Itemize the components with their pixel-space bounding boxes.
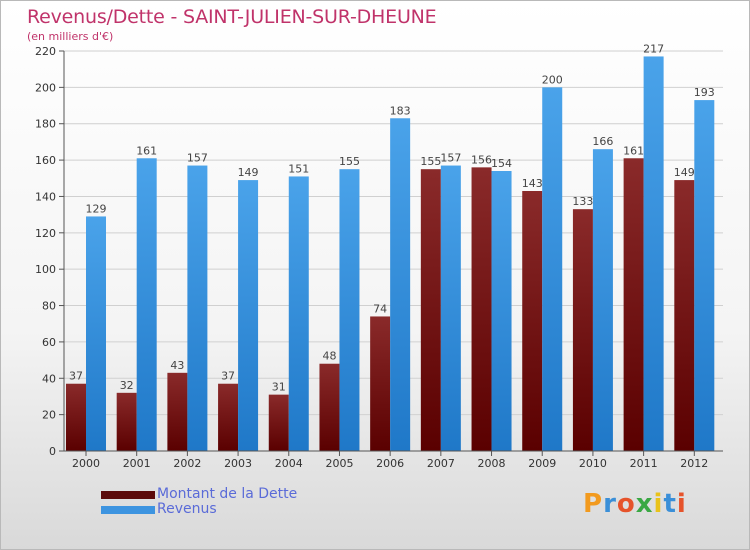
chart-subtitle: (en milliers d'€) [27, 30, 114, 43]
y-tick-label: 80 [42, 300, 56, 313]
y-tick-label: 0 [49, 445, 56, 458]
data-label-debt: 48 [322, 350, 336, 363]
legend-label-revenue: Revenus [157, 501, 217, 517]
logo-letter: i [676, 489, 687, 519]
x-tick-label: 2000 [72, 457, 100, 470]
bar-revenue [643, 56, 664, 452]
data-label-debt: 32 [120, 379, 134, 392]
data-label-debt: 74 [373, 302, 387, 315]
data-label-debt: 156 [471, 153, 492, 166]
data-label-revenue: 154 [491, 157, 512, 170]
logo-letter: i [653, 489, 664, 519]
bar-debt [471, 167, 492, 451]
logo-letter: r [603, 489, 617, 519]
data-label-debt: 43 [170, 359, 184, 372]
data-label-debt: 143 [522, 177, 543, 190]
bar-debt [572, 209, 593, 451]
bar-debt [623, 158, 644, 452]
legend: Montant de la Dette Revenus [101, 487, 297, 517]
y-tick-label: 20 [42, 409, 56, 422]
axes: 0 20 40 60 80 100 120 140 160 180 200 220 2000 2001 20… [35, 45, 723, 470]
data-label-revenue: 149 [238, 166, 259, 179]
bar-debt [420, 169, 441, 451]
data-label-debt: 37 [69, 370, 83, 383]
y-tick-label: 160 [35, 154, 56, 167]
x-tick-label: 2011 [630, 457, 658, 470]
data-label-debt: 149 [674, 166, 695, 179]
y-tick-label: 140 [35, 190, 56, 203]
data-label-debt: 37 [221, 370, 235, 383]
proxiti-logo: Proxiti [583, 489, 687, 519]
logo-letter: t [663, 489, 677, 519]
x-tick-label: 2007 [427, 457, 455, 470]
x-tick-label: 2005 [325, 457, 353, 470]
data-label-revenue: 155 [339, 155, 360, 168]
bar-debt [319, 363, 340, 451]
x-tick-label: 2001 [123, 457, 151, 470]
data-label-revenue: 217 [643, 42, 664, 55]
bar-revenue [542, 87, 563, 451]
x-tick-label: 2006 [376, 457, 404, 470]
bar-revenue [288, 176, 309, 452]
bar-debt [268, 394, 289, 451]
y-tick-label: 100 [35, 263, 56, 276]
bar-debt [370, 316, 391, 451]
data-label-revenue: 193 [694, 86, 715, 99]
bar-revenue [187, 165, 208, 451]
bar-revenue [694, 100, 715, 451]
x-tick-label: 2002 [173, 457, 201, 470]
y-tick-label: 40 [42, 372, 56, 385]
legend-label-debt: Montant de la Dette [157, 486, 298, 502]
data-label-revenue: 161 [136, 144, 157, 157]
legend-item-debt: Montant de la Dette [101, 487, 297, 502]
y-tick-label: 200 [35, 81, 56, 94]
x-tick-label: 2003 [224, 457, 252, 470]
bar-revenue [491, 171, 512, 451]
data-label-revenue: 157 [440, 152, 461, 165]
bar-debt [674, 180, 695, 451]
bar-revenue [238, 180, 259, 451]
x-tick-label: 2010 [579, 457, 607, 470]
legend-swatch-revenue [101, 505, 155, 514]
bar-debt [116, 392, 137, 451]
data-label-debt: 155 [420, 155, 441, 168]
bar-revenue [136, 158, 157, 452]
y-tick-label: 180 [35, 118, 56, 131]
x-tick-label: 2009 [528, 457, 556, 470]
logo-letter: o [616, 489, 636, 519]
bar-revenue [86, 216, 106, 451]
bar-debt [218, 383, 239, 451]
data-label-revenue: 166 [592, 135, 613, 148]
bar-revenue [390, 118, 411, 451]
data-label-debt: 31 [272, 381, 286, 394]
data-label-revenue: 183 [390, 104, 411, 117]
data-label-revenue: 151 [288, 162, 309, 175]
bar-revenue [592, 149, 613, 451]
x-tick-label: 2004 [275, 457, 303, 470]
x-tick-label: 2012 [680, 457, 708, 470]
x-tick-label: 2008 [478, 457, 506, 470]
legend-swatch-debt [101, 490, 155, 499]
chart-title: Revenus/Dette - SAINT-JULIEN-SUR-DHEUNE [27, 6, 437, 28]
data-label-revenue: 157 [187, 152, 208, 165]
y-tick-label: 120 [35, 227, 56, 240]
data-label-revenue: 200 [542, 73, 563, 86]
bar-debt [167, 372, 188, 451]
legend-item-revenue: Revenus [101, 502, 297, 517]
data-label-debt: 133 [572, 195, 593, 208]
y-tick-label: 220 [35, 45, 56, 58]
bar-revenue [339, 169, 360, 451]
data-label-debt: 161 [623, 144, 644, 157]
y-tick-label: 60 [42, 336, 56, 349]
bar-debt [522, 191, 543, 451]
logo-letter: x [635, 489, 654, 519]
bar-revenue [440, 165, 461, 451]
logo-letter: P [583, 489, 604, 519]
data-label-revenue: 129 [86, 202, 107, 215]
bar-debt [66, 383, 86, 451]
